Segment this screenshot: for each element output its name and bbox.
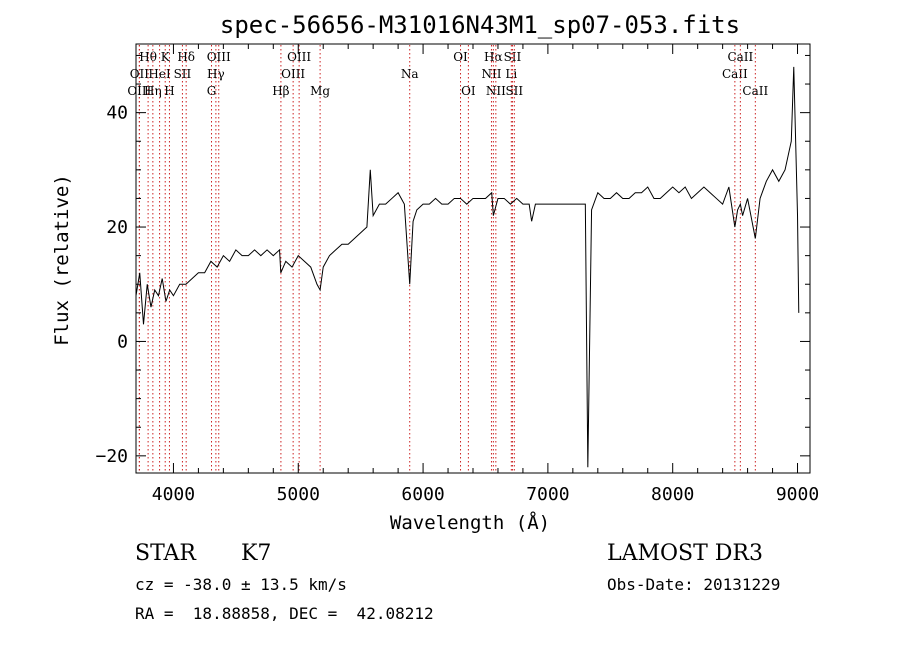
x-tick-label-3: 7000 — [526, 484, 569, 505]
spectrum-series — [135, 66, 800, 468]
x-tick-label-5: 9000 — [776, 484, 819, 505]
survey-name: LAMOST DR3 — [607, 541, 763, 566]
x-tick-label-1: 5000 — [277, 484, 320, 505]
line-marker-label-13: OIII — [281, 67, 305, 81]
redshift-cz: cz = -38.0 ± 13.5 km/s — [135, 575, 347, 594]
x-tick-label-0: 4000 — [152, 484, 195, 505]
obs-date: Obs-Date: 20131229 — [607, 575, 780, 594]
line-marker-label-11: OIII — [207, 50, 231, 64]
y-tick-label-3: 40 — [106, 103, 128, 124]
line-marker-label-21: NII — [486, 84, 506, 98]
x-axis-label: Wavelength (Å) — [390, 511, 550, 534]
x-tick-label-2: 6000 — [401, 484, 444, 505]
object-subclass: K7 — [241, 541, 271, 566]
line-marker-label-24: SII — [505, 84, 523, 98]
line-marker-label-17: OI — [453, 50, 468, 64]
line-marker-label-9: G — [207, 84, 217, 98]
line-marker-label-16: Na — [401, 67, 419, 81]
line-marker-label-27: CaII — [742, 84, 768, 98]
line-marker-label-15: Mg — [310, 84, 330, 98]
axis-ticks: 4000 5000 6000 7000 8000 9000 −20 0 20 40 — [95, 44, 819, 505]
line-marker-label-19: NII — [481, 67, 501, 81]
line-marker-label-26: CaII — [727, 50, 753, 64]
line-marker-label-10: Hγ — [207, 67, 225, 81]
plot-frame — [135, 43, 811, 474]
line-marker-label-25: CaII — [722, 67, 748, 81]
line-markers: OIIOIIIHθHηHeIKHSIIHδGHγOIIIHβOIIIOIIIMg… — [127, 45, 768, 472]
line-marker-label-18: OI — [461, 84, 476, 98]
chart-title: spec-56656-M31016N43M1_sp07-053.fits — [220, 11, 740, 39]
line-marker-label-23: SII — [504, 50, 522, 64]
y-tick-label-2: 20 — [106, 217, 128, 238]
y-axis-label: Flux (relative) — [51, 174, 73, 346]
line-marker-label-7: SII — [174, 67, 192, 81]
line-marker-label-6: H — [164, 84, 174, 98]
line-marker-label-12: Hβ — [272, 84, 289, 98]
line-marker-label-22: Li — [505, 67, 517, 81]
line-marker-label-2: Hθ — [139, 50, 157, 64]
line-marker-label-20: Hα — [484, 50, 503, 64]
series-line-flux — [135, 66, 800, 468]
object-class: STAR — [135, 541, 197, 566]
line-marker-label-3: Hη — [144, 84, 162, 98]
y-tick-label-1: 0 — [117, 331, 128, 352]
line-marker-label-8: Hδ — [177, 50, 195, 64]
y-tick-label-0: −20 — [95, 446, 128, 467]
line-marker-label-5: K — [161, 50, 171, 64]
line-marker-label-4: HeI — [148, 67, 171, 81]
line-marker-label-1: OIII — [127, 84, 151, 98]
coordinates: RA = 18.88858, DEC = 42.08212 — [135, 604, 434, 623]
line-marker-label-14: OIII — [287, 50, 311, 64]
x-tick-label-4: 8000 — [651, 484, 694, 505]
